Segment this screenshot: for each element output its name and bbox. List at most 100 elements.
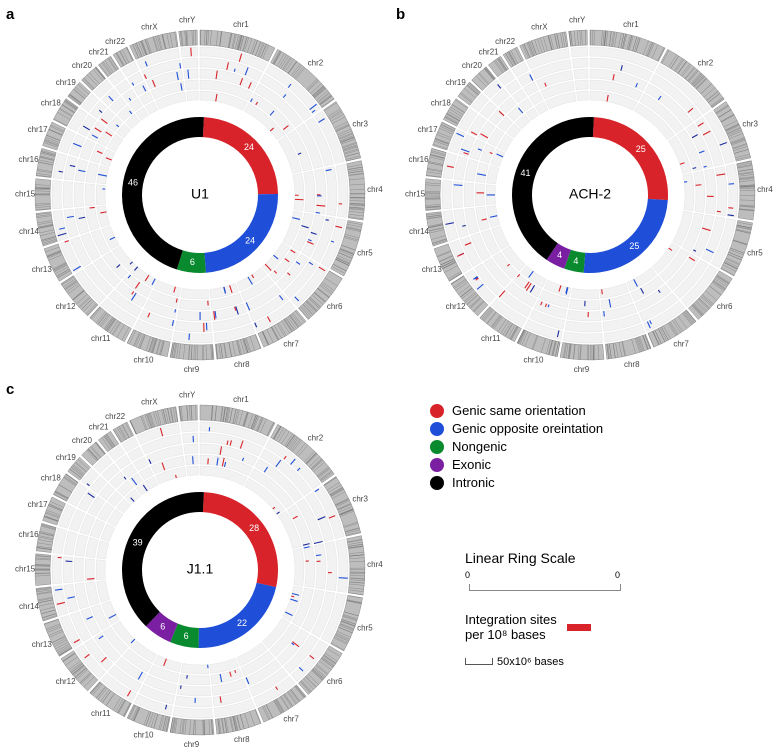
donut-segment [584, 199, 668, 273]
chromosome-label: chr9 [574, 365, 590, 374]
integration-swatch [567, 624, 591, 631]
donut-segment-value: 25 [636, 144, 646, 154]
legend-item: Exonic [430, 457, 603, 472]
donut-segment-value: 6 [160, 621, 165, 631]
chromosome-label: chr11 [91, 709, 111, 718]
chromosome-label: chr11 [91, 334, 111, 343]
chromosome-label: chr10 [133, 356, 154, 365]
chromosome-arc [170, 718, 214, 735]
chromosome-label: chr3 [742, 120, 758, 129]
integration-site-tick [59, 171, 63, 172]
chromosome-label: chr22 [105, 37, 126, 46]
chromosome-label: chr6 [717, 302, 733, 311]
chromosome-label: chr7 [283, 340, 299, 349]
data-ring-bg [325, 541, 337, 590]
figure-root: { "canvas": {"w":784,"h":755,"bg":"#ffff… [0, 0, 784, 755]
chromosome-label: chr12 [56, 302, 77, 311]
data-ring-bg [314, 169, 326, 214]
legend-swatch [430, 440, 444, 454]
legend-label: Genic opposite oreintation [452, 421, 603, 436]
circos-panel-c: chr1chr2chr3chr4chr5chr6chr7chr8chr9chr1… [15, 385, 385, 755]
integration-site-tick [317, 205, 326, 206]
data-ring-bg [145, 102, 158, 115]
chromosome-label: chr22 [105, 412, 126, 421]
data-ring-bg [464, 183, 474, 207]
data-ring-bg [63, 181, 73, 207]
donut-segment-value: 39 [133, 537, 143, 547]
chromosome-label: chr2 [308, 434, 324, 443]
data-ring-bg [574, 69, 588, 79]
legend-swatch [430, 476, 444, 490]
chromosome-label: chr6 [327, 677, 343, 686]
chromosome-label: chr12 [446, 302, 467, 311]
chromosome-label: chr4 [367, 185, 383, 194]
size-bar-label: 50x10⁶ bases [497, 656, 564, 668]
integration-site-tick [181, 685, 182, 688]
chromosome-label: chr2 [698, 59, 714, 68]
data-ring-bg [96, 560, 105, 580]
legend-label: Nongenic [452, 439, 507, 454]
data-ring-bg [694, 171, 705, 212]
chromosome-label: chr3 [352, 120, 368, 129]
data-ring-bg [683, 173, 694, 210]
data-ring-bg [325, 166, 337, 215]
data-ring-bg [293, 548, 304, 585]
donut-segment-value: 28 [249, 523, 259, 533]
chromosome-label: chr18 [431, 99, 452, 108]
data-ring-bg [97, 541, 109, 559]
integration-site-tick [602, 289, 603, 294]
chromosome-label: chr1 [623, 20, 639, 29]
chromosome-label: chr6 [327, 302, 343, 311]
chromosome-label: chr17 [418, 125, 439, 134]
chromosome-label: chr1 [233, 20, 249, 29]
integration-site-tick [90, 207, 95, 208]
chromosome-label: chr5 [357, 624, 373, 633]
chromosome-label: chr18 [41, 99, 62, 108]
legend-item: Genic opposite oreintation [430, 421, 603, 436]
data-ring-bg [184, 69, 198, 79]
chromosome-label: chr20 [462, 61, 483, 70]
integration-site-tick [291, 596, 294, 597]
data-ring-bg [96, 185, 105, 205]
data-ring-bg [567, 310, 601, 321]
data-ring-bg [465, 159, 478, 181]
panel-center-label: ACH-2 [569, 186, 611, 202]
chromosome-label: chr5 [357, 249, 373, 258]
donut-segment [203, 117, 278, 194]
chromosome-label: chr15 [15, 190, 36, 199]
chromosome-label: chr17 [28, 500, 49, 509]
legend-item: Nongenic [430, 439, 603, 454]
data-ring-bg [181, 663, 209, 674]
data-ring-bg [97, 581, 110, 603]
donut-segment-value: 24 [245, 235, 255, 245]
data-ring-bg [85, 184, 95, 206]
data-ring-bg [86, 537, 99, 557]
chromosome-label: chr13 [32, 640, 53, 649]
scale-axis [469, 584, 621, 591]
chromosome-label: chr4 [367, 560, 383, 569]
data-ring-bg [571, 288, 599, 299]
chromosome-label: chr8 [234, 735, 250, 744]
chromosome-label: chr16 [409, 155, 430, 164]
chromosome-label: chr16 [19, 155, 40, 164]
data-ring-bg [182, 58, 197, 68]
chromosome-label: chr18 [41, 474, 62, 483]
chromosome-label: chr15 [405, 190, 426, 199]
donut-segment-value: 25 [629, 241, 639, 251]
data-ring-bg [726, 164, 738, 217]
data-ring-bg [181, 288, 209, 299]
data-ring-bg [535, 102, 548, 115]
chromosome-label: chr15 [15, 565, 36, 574]
donut-segment [204, 194, 278, 273]
legend-swatch [430, 404, 444, 418]
chromosome-label: chrX [531, 23, 548, 32]
chromosome-label: chr1 [233, 395, 249, 404]
chromosome-label: chrX [141, 23, 158, 32]
data-ring-bg [185, 455, 198, 465]
chromosome-label: chr21 [89, 47, 110, 56]
chromosome-label: chr10 [523, 356, 544, 365]
category-legend: Genic same orientationGenic opposite ore… [430, 400, 603, 493]
data-ring-bg [184, 444, 198, 454]
chromosome-label: chrY [569, 16, 586, 25]
data-ring-bg [442, 180, 452, 209]
